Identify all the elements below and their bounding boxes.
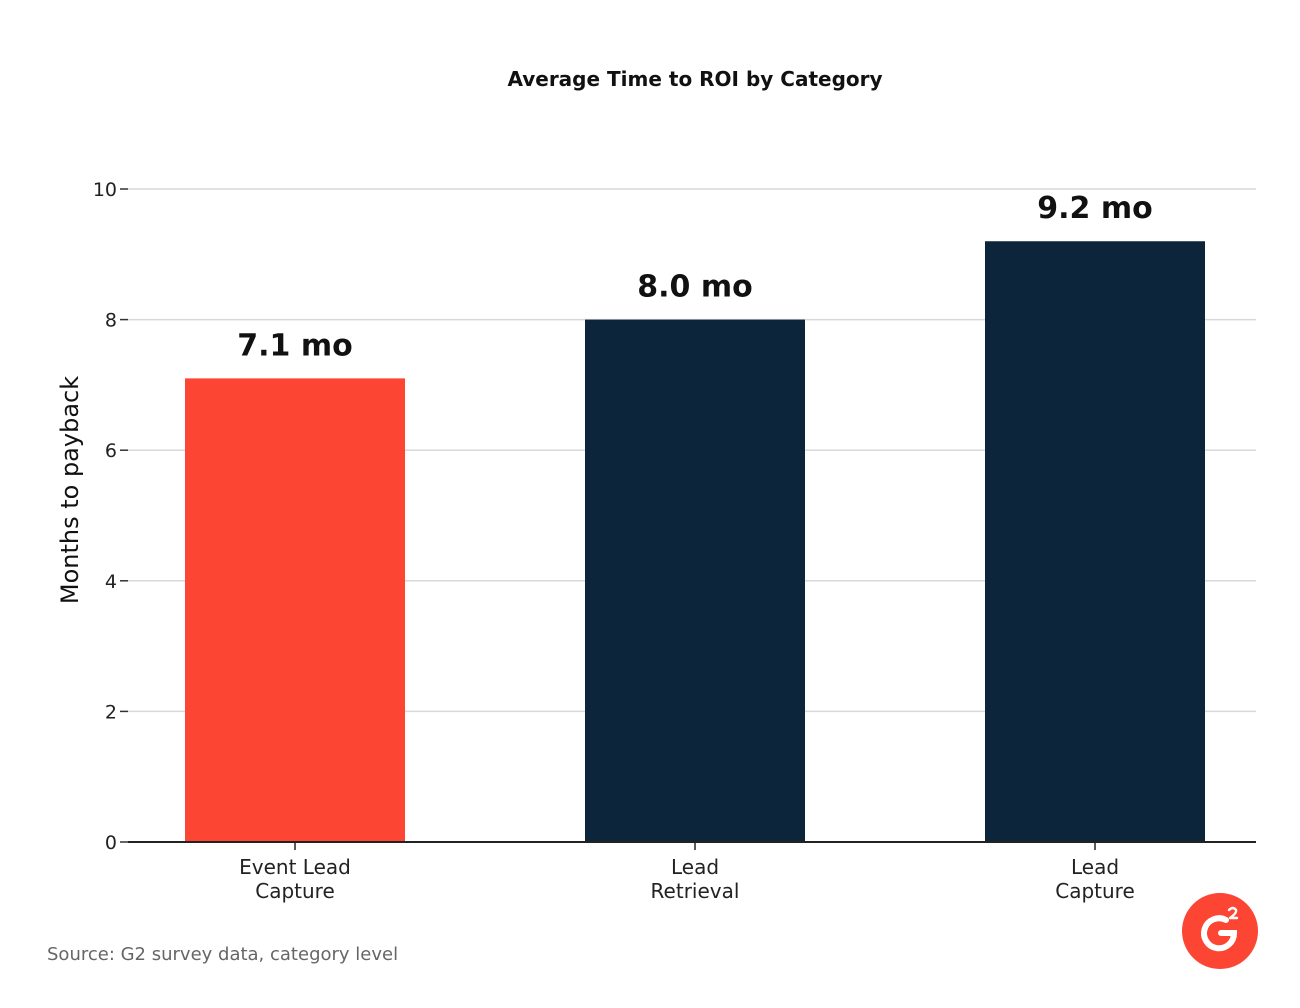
g2-logo-icon (1182, 893, 1258, 969)
x-tick-label: Capture (255, 879, 335, 903)
bars (185, 241, 1205, 843)
y-axis-label: Months to payback (56, 376, 84, 604)
data-label-0: 7.1 mo (237, 328, 352, 363)
x-tick-label: Capture (1055, 879, 1135, 903)
y-tick-label: 10 (93, 179, 117, 201)
x-tick-label: Lead (671, 855, 719, 879)
bar-1 (585, 319, 805, 843)
y-tick-label: 8 (105, 310, 117, 332)
data-label-1: 8.0 mo (637, 270, 752, 305)
axes (120, 188, 1256, 850)
x-tick-label: Event Lead (239, 855, 351, 879)
y-tick-label: 6 (105, 440, 117, 462)
chart-title: Average Time to ROI by Category (507, 67, 882, 91)
y-tick-label: 4 (105, 571, 117, 593)
x-tick-label: Retrieval (651, 879, 740, 903)
bar-0 (185, 378, 405, 842)
bar-2 (985, 241, 1205, 843)
y-tick-label: 0 (105, 832, 117, 854)
x-tick-label: Lead (1071, 855, 1119, 879)
source-note: Source: G2 survey data, category level (47, 944, 399, 965)
y-tick-label: 2 (105, 701, 117, 723)
data-label-2: 9.2 mo (1037, 191, 1152, 226)
